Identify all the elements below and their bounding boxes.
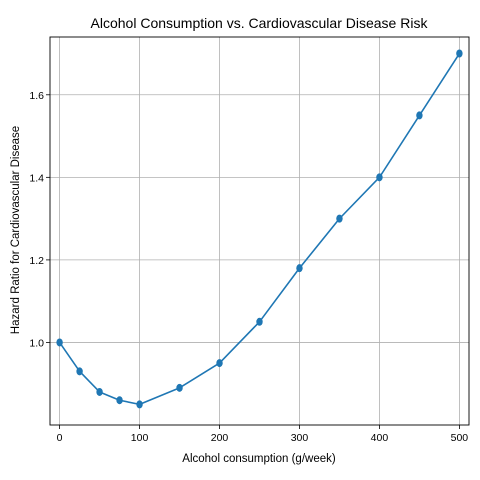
data-point — [416, 111, 423, 120]
x-axis-ticks: 0 100 200 300 400 500 — [57, 425, 469, 444]
data-point — [256, 317, 263, 326]
x-tick-label: 300 — [291, 432, 309, 444]
data-point — [176, 383, 183, 392]
data-point — [136, 400, 143, 409]
chart-title: Alcohol Consumption vs. Cardiovascular D… — [91, 15, 429, 31]
y-tick-label: 1.4 — [29, 172, 44, 184]
x-tick-label: 0 — [57, 432, 63, 444]
x-tick-label: 400 — [371, 432, 389, 444]
y-tick-label: 1.0 — [29, 337, 44, 349]
series-layer — [56, 49, 463, 409]
y-tick-label: 1.6 — [29, 90, 44, 102]
y-axis-ticks: 1.0 1.2 1.4 1.6 — [29, 90, 50, 349]
data-point — [56, 338, 63, 347]
data-point — [336, 214, 343, 223]
data-point — [116, 396, 123, 405]
y-tick-label: 1.2 — [29, 255, 44, 267]
x-tick-label: 200 — [211, 432, 229, 444]
data-point — [216, 359, 223, 368]
data-point — [76, 367, 83, 376]
y-axis-label: Hazard Ratio for Cardiovascular Disease — [10, 126, 22, 334]
data-point — [376, 173, 383, 182]
data-point — [296, 264, 303, 273]
x-tick-label: 100 — [131, 432, 149, 444]
x-axis-label: Alcohol consumption (g/week) — [182, 453, 336, 465]
grid — [50, 37, 469, 425]
x-tick-label: 500 — [451, 432, 469, 444]
plot-frame — [49, 36, 470, 426]
data-point — [96, 387, 103, 396]
data-point — [456, 49, 463, 58]
